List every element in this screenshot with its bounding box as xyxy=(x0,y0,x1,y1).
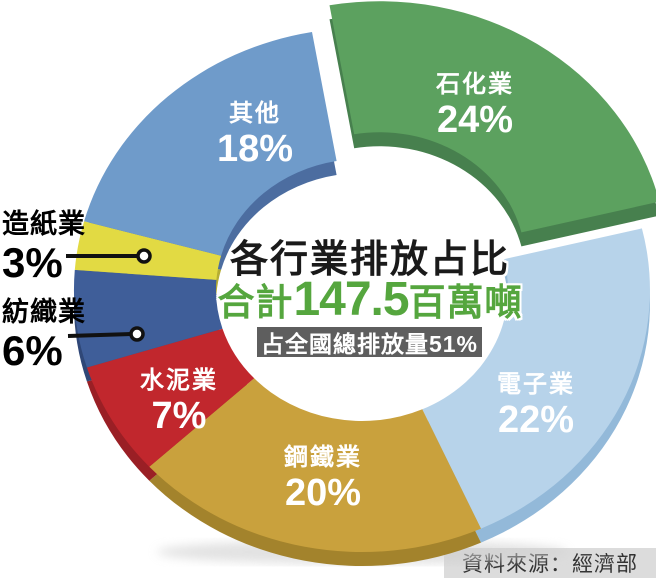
pie-slice-electronics xyxy=(422,228,650,529)
pie-slice-textile xyxy=(73,269,223,368)
callout-marker-paper xyxy=(136,248,152,264)
pie-slice-cement xyxy=(86,328,255,467)
pie-slice-steel xyxy=(149,378,482,553)
pie-slice-others xyxy=(84,32,337,256)
callout-line-textile xyxy=(67,332,132,338)
callout-marker-textile xyxy=(129,326,145,342)
pie-slice-petrochemical xyxy=(329,1,656,233)
